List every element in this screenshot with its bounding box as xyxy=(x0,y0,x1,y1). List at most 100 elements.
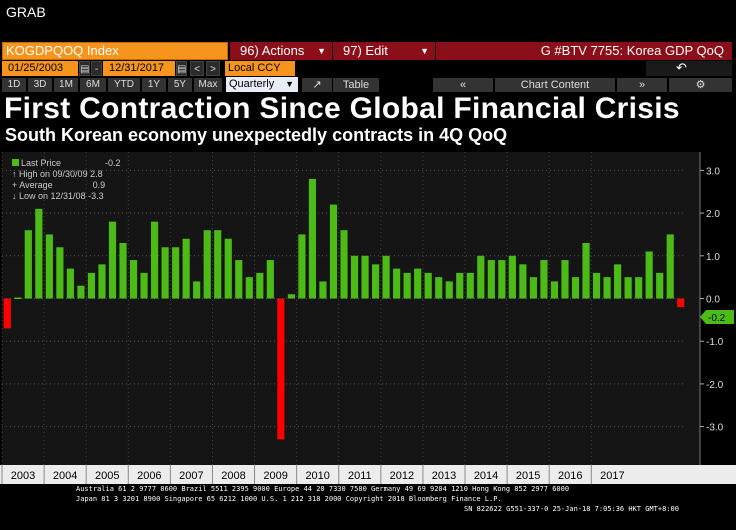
line-chart-icon[interactable]: ↗ xyxy=(302,78,332,92)
footer-line-1: Australia 61 2 9777 8600 Brazil 5511 239… xyxy=(76,485,570,493)
dropdown-arrow-icon: ▼ xyxy=(317,46,326,56)
legend-high-value: 2.8 xyxy=(90,169,103,179)
calendar-icon[interactable]: ▤ xyxy=(176,61,187,76)
headline: First Contraction Since Global Financial… xyxy=(4,92,680,125)
frequency-label: Quarterly xyxy=(229,78,275,90)
currency-select[interactable]: Local CCY xyxy=(225,61,295,76)
bar xyxy=(645,251,653,299)
end-date-field[interactable]: 12/31/2017 xyxy=(103,61,175,76)
bar xyxy=(87,272,96,299)
bar xyxy=(287,294,295,299)
y-tick-label: -1.0 xyxy=(706,337,724,348)
chart-content-button[interactable]: Chart Content xyxy=(495,78,615,92)
bar xyxy=(477,255,485,299)
bar xyxy=(424,272,432,299)
bar xyxy=(308,178,317,299)
range-separator: - xyxy=(91,61,102,76)
x-tick-label: 2010 xyxy=(305,470,329,482)
legend-average-label: Average xyxy=(19,180,53,190)
x-tick-label: 2009 xyxy=(263,470,287,482)
low-arrow-icon: ↓ xyxy=(12,191,20,201)
actions-number: 96) xyxy=(240,43,259,58)
footer: Australia 61 2 9777 8600 Brazil 5511 239… xyxy=(0,484,736,514)
bar xyxy=(435,277,443,299)
edit-label: Edit xyxy=(365,43,388,58)
grab-label: GRAB xyxy=(6,4,46,20)
range-ytd-button[interactable]: YTD xyxy=(108,78,140,92)
legend-average-value: 0.9 xyxy=(92,180,106,190)
bar xyxy=(266,260,274,299)
bar xyxy=(403,272,411,299)
expand-icon[interactable]: » xyxy=(617,78,667,92)
bar xyxy=(614,264,622,299)
bar xyxy=(445,281,453,299)
gear-icon[interactable]: ⚙ xyxy=(669,78,732,92)
bar xyxy=(277,298,285,440)
table-button[interactable]: Table xyxy=(333,78,379,92)
x-tick-label: 2016 xyxy=(558,470,582,482)
frequency-select[interactable]: Quarterly ▼ xyxy=(226,77,298,92)
gdp-bar-chart: 3.0 2.0 1.0 0.0 -1.0 -2.0 -3.0 -0.2 2003 2004 2005… xyxy=(0,152,736,484)
edit-menu-button[interactable]: 97) Edit ▼ xyxy=(333,42,435,60)
bar xyxy=(172,247,180,299)
ticker-input[interactable]: KOGDPQOQ Index xyxy=(2,42,228,60)
bar xyxy=(466,272,474,299)
legend-low-value: -3.3 xyxy=(88,191,104,201)
bar xyxy=(666,234,674,299)
range-1d-button[interactable]: 1D xyxy=(2,78,26,92)
bar xyxy=(119,242,127,299)
bar xyxy=(561,260,569,299)
bar xyxy=(3,298,11,329)
subheadline: South Korean economy unexpectedly contra… xyxy=(5,125,508,145)
range-max-button[interactable]: Max xyxy=(194,78,222,92)
y-tick-label: -3.0 xyxy=(706,423,724,434)
bar xyxy=(256,272,264,299)
prev-period-icon[interactable]: < xyxy=(190,61,204,76)
undo-arrow-icon: ↶ xyxy=(676,60,687,75)
edit-number: 97) xyxy=(343,43,362,58)
start-date-field[interactable]: 01/25/2003 xyxy=(2,61,78,76)
bar xyxy=(382,255,390,299)
bar xyxy=(66,268,74,299)
x-tick-label: 2011 xyxy=(348,470,372,482)
legend-low-label: Low on 12/31/08 xyxy=(19,191,86,201)
bar xyxy=(529,277,537,299)
bar xyxy=(456,272,464,299)
y-tick-label: 2.0 xyxy=(706,209,720,220)
dropdown-arrow-icon: ▼ xyxy=(420,46,429,56)
y-tick-label: 3.0 xyxy=(706,166,720,177)
range-5y-button[interactable]: 5Y xyxy=(168,78,192,92)
bar xyxy=(77,285,85,299)
y-tick-label: -2.0 xyxy=(706,380,724,391)
bar xyxy=(498,260,506,299)
bar xyxy=(56,247,64,299)
range-1y-button[interactable]: 1Y xyxy=(142,78,166,92)
bar xyxy=(340,230,348,299)
bar xyxy=(98,264,106,299)
actions-label: Actions xyxy=(261,43,305,58)
plot-background xyxy=(2,152,700,470)
collapse-icon[interactable]: « xyxy=(433,78,493,92)
actions-menu-button[interactable]: 96) Actions ▼ xyxy=(230,42,332,60)
range-1m-button[interactable]: 1M xyxy=(54,78,78,92)
bar xyxy=(203,230,211,299)
bar xyxy=(592,272,601,299)
calendar-icon[interactable]: ▤ xyxy=(79,61,90,76)
next-period-icon[interactable]: > xyxy=(206,61,220,76)
x-tick-label: 2012 xyxy=(390,470,414,482)
x-tick-label: 2015 xyxy=(516,470,540,482)
bar xyxy=(161,247,169,299)
y-tick-label: 1.0 xyxy=(706,252,720,263)
range-3d-button[interactable]: 3D xyxy=(28,78,52,92)
back-button[interactable]: ↶ xyxy=(646,60,732,76)
x-tick-label: 2008 xyxy=(221,470,245,482)
bar xyxy=(214,230,222,299)
x-tick-label: 2017 xyxy=(600,470,624,482)
bar xyxy=(635,277,643,299)
range-6m-button[interactable]: 6M xyxy=(80,78,106,92)
bar xyxy=(624,277,632,299)
bar xyxy=(129,260,138,299)
bar xyxy=(140,272,148,299)
legend-last-price-label: Last Price xyxy=(21,158,62,168)
high-arrow-icon: ↑ xyxy=(12,169,20,179)
